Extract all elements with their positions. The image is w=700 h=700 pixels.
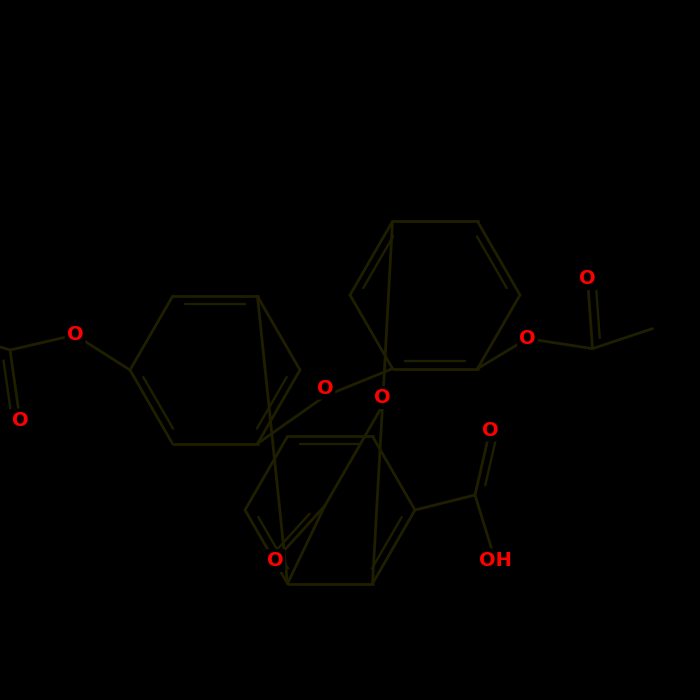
Text: O: O	[267, 551, 284, 570]
Text: O: O	[579, 269, 596, 288]
Text: O: O	[66, 326, 83, 344]
Text: O: O	[482, 421, 498, 440]
Text: O: O	[12, 410, 28, 430]
Text: O: O	[519, 329, 536, 348]
Text: O: O	[316, 379, 333, 398]
Text: OH: OH	[479, 550, 512, 570]
Text: O: O	[374, 388, 391, 407]
